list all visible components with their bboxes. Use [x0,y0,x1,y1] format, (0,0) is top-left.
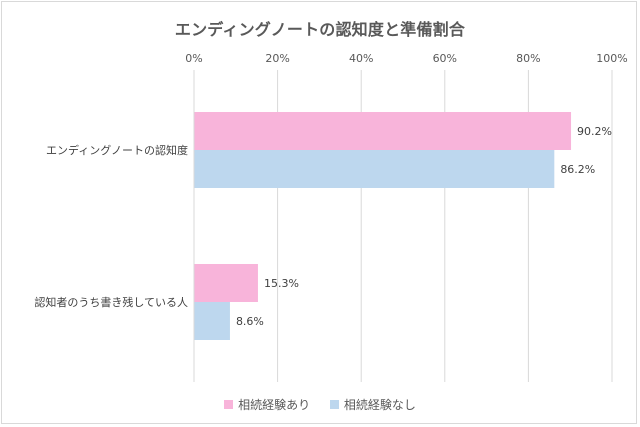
category-label: 認知者のうち書き残している人 [34,295,188,309]
data-label: 86.2% [560,163,595,176]
x-tick-label: 40% [349,52,373,65]
legend-item-without-experience: 相続経験なし [329,396,416,413]
bar [194,264,258,302]
legend-swatch-with-experience [224,400,234,409]
x-tick-label: 20% [265,52,289,65]
data-label: 90.2% [577,125,612,138]
x-tick-label: 100% [596,52,627,65]
x-tick-label: 0% [185,52,202,65]
x-tick-label: 80% [516,52,540,65]
bar [194,150,555,188]
legend-item-with-experience: 相続経験あり [224,396,310,413]
x-tick-label: 60% [433,52,457,65]
legend-label-with-experience: 相続経験あり [238,398,311,412]
data-label: 8.6% [236,315,264,328]
bar [194,302,230,340]
legend: 相続経験あり 相続経験なし [0,396,640,413]
bar [194,112,572,150]
legend-label-without-experience: 相続経験なし [343,398,416,412]
legend-swatch-without-experience [329,400,339,409]
category-label: エンディングノートの認知度 [46,143,188,157]
data-label: 15.3% [264,277,299,290]
chart-title: エンディングノートの認知度と準備割合 [174,20,466,39]
